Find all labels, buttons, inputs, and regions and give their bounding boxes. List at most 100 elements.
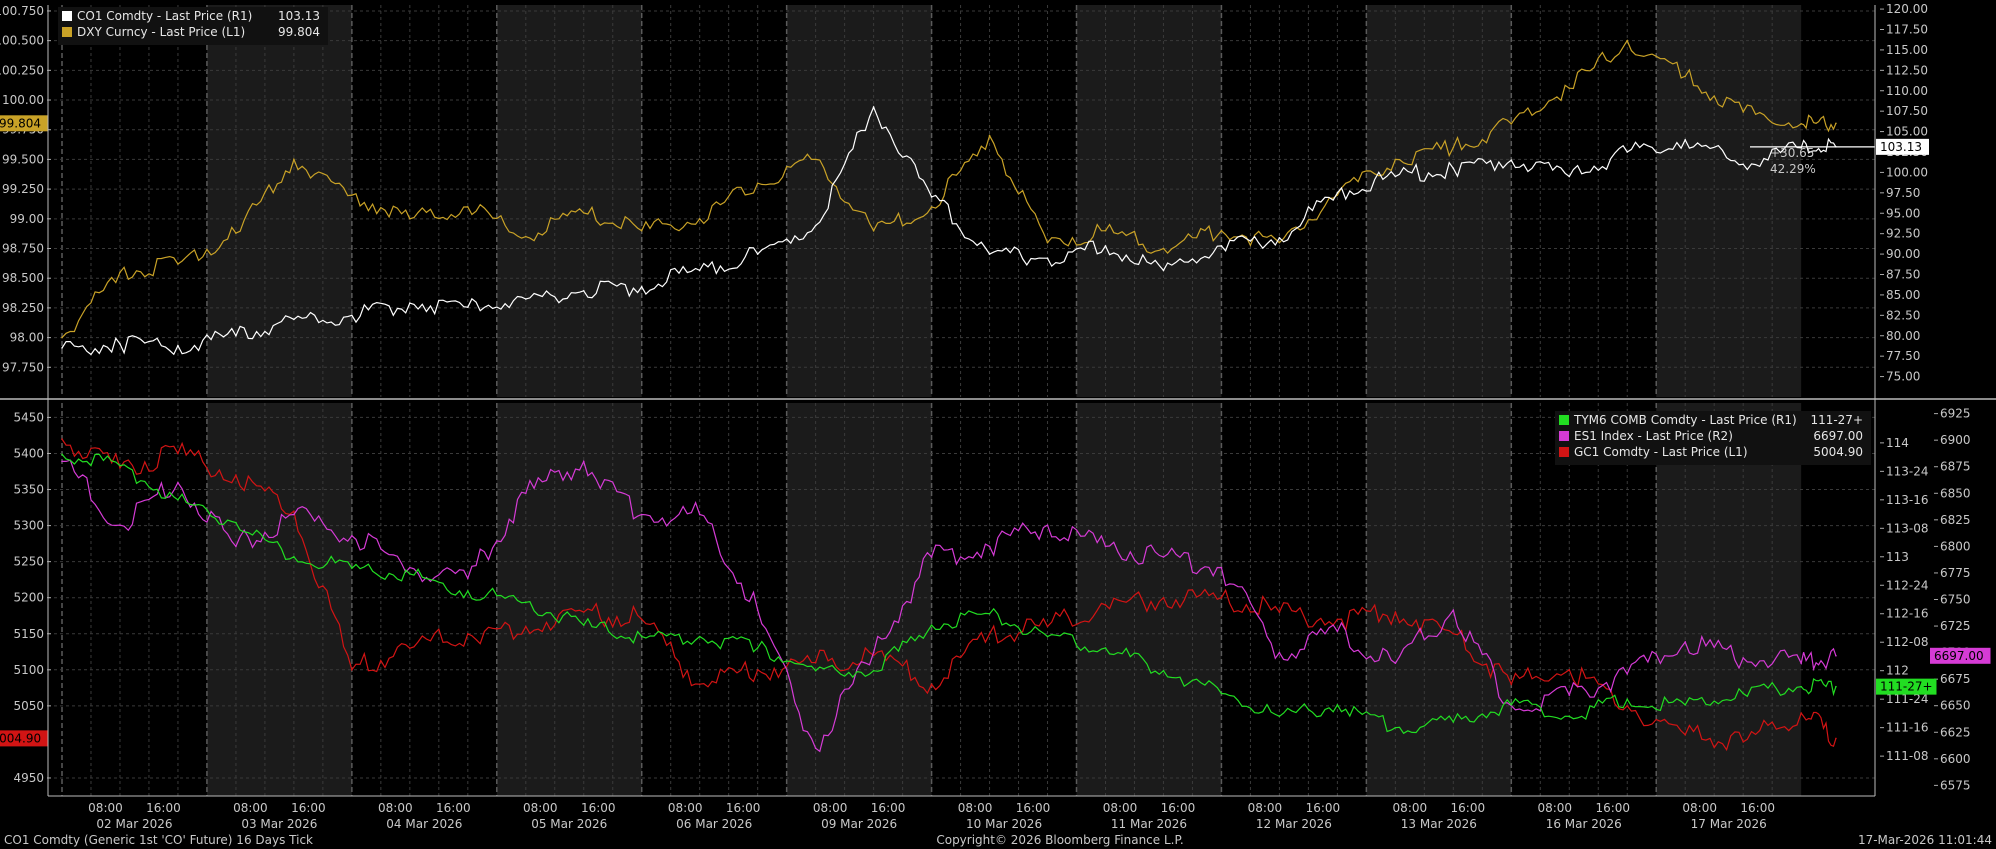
x-day-label: 03 Mar 2026 bbox=[241, 817, 317, 831]
data-point bbox=[582, 624, 585, 626]
data-point bbox=[1104, 647, 1107, 649]
tick-label: 6825 bbox=[1940, 513, 1971, 527]
tick-label: 111-08 bbox=[1886, 749, 1929, 763]
tick-label: 100.00 bbox=[2, 93, 44, 107]
x-hour-label: 08:00 bbox=[958, 801, 993, 815]
data-point bbox=[119, 271, 121, 274]
data-point bbox=[930, 206, 933, 208]
tick-label: 5350 bbox=[13, 483, 44, 497]
data-point bbox=[1510, 159, 1513, 161]
bottom-series bbox=[61, 438, 1837, 753]
data-point bbox=[177, 481, 179, 484]
tick-label: 112-08 bbox=[1886, 635, 1929, 649]
tick-label: 113-24 bbox=[1886, 464, 1929, 478]
tick-label: 99.500 bbox=[2, 152, 44, 166]
footer-left: CO1 Comdty (Generic 1st 'CO' Future) 16 … bbox=[4, 833, 313, 847]
data-point bbox=[1104, 229, 1107, 232]
last-value-tag bbox=[1876, 678, 1937, 695]
data-point bbox=[872, 669, 875, 672]
data-point bbox=[930, 196, 933, 198]
data-point bbox=[293, 513, 295, 516]
tick-label: 98.750 bbox=[2, 242, 44, 256]
data-point bbox=[582, 212, 585, 214]
x-day-label: 17 Mar 2026 bbox=[1691, 817, 1767, 831]
x-hour-label: 08:00 bbox=[523, 801, 558, 815]
series-line bbox=[61, 105, 1837, 356]
x-hour-label: 08:00 bbox=[233, 801, 268, 815]
top-right-axis: 120.00 117.50 115.00 112.50 110.00 107.50 105.… bbox=[1880, 2, 1928, 384]
tick-label: 5050 bbox=[13, 699, 44, 713]
data-point bbox=[351, 669, 353, 671]
data-point bbox=[235, 545, 237, 548]
tick-label: 114 bbox=[1886, 436, 1909, 450]
data-point bbox=[467, 206, 469, 208]
x-day-label: 05 Mar 2026 bbox=[531, 817, 607, 831]
tick-label: 100.00 bbox=[1886, 165, 1928, 179]
tick-label: 5100 bbox=[13, 663, 44, 677]
day-band bbox=[496, 403, 642, 796]
data-point bbox=[1278, 651, 1281, 654]
data-point bbox=[582, 460, 585, 463]
data-point bbox=[1742, 163, 1744, 166]
data-point bbox=[1220, 692, 1223, 695]
data-point bbox=[119, 464, 121, 467]
tick-label: 6625 bbox=[1940, 725, 1971, 739]
x-day-label: 09 Mar 2026 bbox=[821, 817, 897, 831]
data-point bbox=[409, 647, 411, 649]
data-point bbox=[61, 460, 63, 463]
data-point bbox=[1104, 545, 1107, 548]
data-point bbox=[1742, 657, 1744, 659]
series-line bbox=[61, 438, 1837, 752]
data-point bbox=[1568, 175, 1571, 178]
last-value-tag-label: 111-27+ bbox=[1880, 680, 1933, 694]
day-band bbox=[1076, 5, 1222, 397]
legend-box bbox=[58, 7, 328, 45]
legend-value: 6697.00 bbox=[1813, 429, 1863, 443]
data-point bbox=[988, 545, 991, 548]
top-legend: CO1 Comdty - Last Price (R1) 103.13 DXY Cu… bbox=[58, 7, 328, 45]
data-point bbox=[988, 632, 991, 635]
data-point bbox=[640, 618, 643, 621]
legend-box bbox=[1555, 411, 1871, 465]
data-point bbox=[930, 556, 933, 558]
legend-swatch bbox=[1559, 431, 1569, 441]
data-point bbox=[61, 438, 63, 440]
last-value-tag bbox=[1930, 647, 1991, 664]
data-point bbox=[1046, 524, 1049, 526]
data-point bbox=[582, 290, 585, 292]
legend-label: GC1 Comdty - Last Price (L1) bbox=[1574, 445, 1748, 459]
data-point bbox=[1046, 625, 1049, 628]
data-point bbox=[119, 467, 121, 469]
tick-label: 100.500 bbox=[0, 34, 44, 48]
x-hour-label: 16:00 bbox=[1016, 801, 1051, 815]
data-point bbox=[409, 218, 411, 220]
x-day-label: 16 Mar 2026 bbox=[1546, 817, 1622, 831]
x-day-label: 02 Mar 2026 bbox=[96, 817, 172, 831]
tick-label: 87.50 bbox=[1886, 268, 1920, 282]
data-point bbox=[756, 609, 759, 611]
data-point bbox=[1568, 87, 1571, 89]
data-point bbox=[1742, 692, 1744, 695]
tick-label: 113-16 bbox=[1886, 493, 1929, 507]
legend-value: 103.13 bbox=[278, 9, 320, 23]
x-hour-label: 16:00 bbox=[146, 801, 181, 815]
data-point bbox=[756, 253, 759, 255]
data-point bbox=[524, 601, 527, 604]
data-point bbox=[756, 669, 759, 671]
tick-label: 5200 bbox=[13, 591, 44, 605]
data-point bbox=[698, 683, 701, 686]
day-band bbox=[786, 5, 932, 397]
data-point bbox=[177, 344, 179, 347]
last-value-tag-label: 6697.00 bbox=[1934, 649, 1984, 663]
tick-label: 6850 bbox=[1940, 486, 1971, 500]
data-point bbox=[814, 669, 817, 672]
data-point bbox=[640, 635, 643, 638]
data-point bbox=[235, 232, 237, 234]
last-value-tag bbox=[0, 730, 48, 747]
data-point bbox=[1626, 39, 1629, 42]
data-point bbox=[872, 229, 875, 232]
data-point bbox=[1104, 245, 1107, 247]
data-point bbox=[1394, 726, 1397, 729]
footer: CO1 Comdty (Generic 1st 'CO' Future) 16 … bbox=[4, 833, 1992, 847]
